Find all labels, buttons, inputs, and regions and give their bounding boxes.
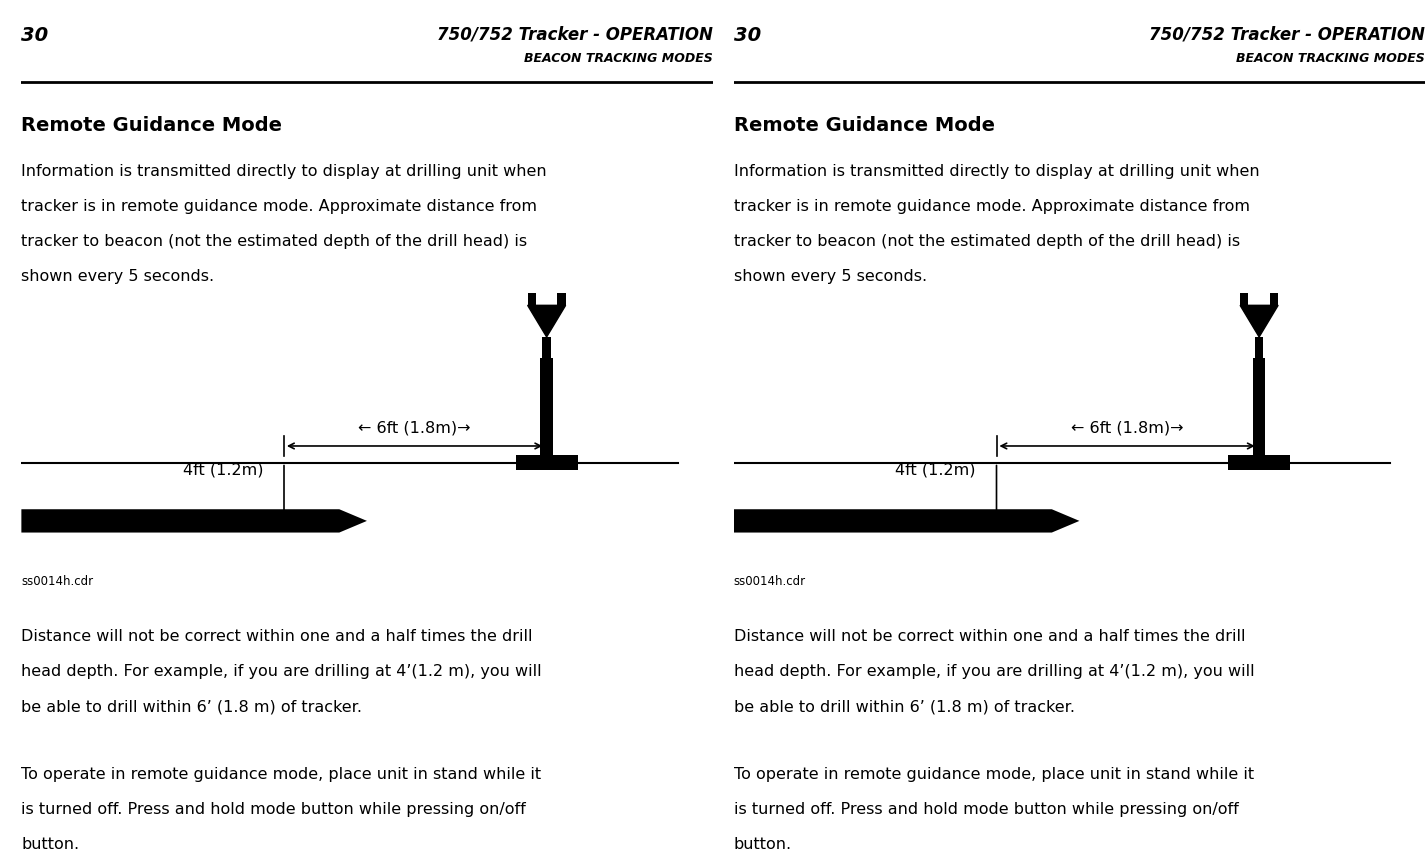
Bar <box>540 358 553 458</box>
Text: be able to drill within 6’ (1.8 m) of tracker.: be able to drill within 6’ (1.8 m) of tr… <box>734 699 1074 714</box>
Bar <box>557 293 566 305</box>
Text: 750/752 Tracker - OPERATION: 750/752 Tracker - OPERATION <box>1149 26 1425 43</box>
Text: 4ft (1.2m): 4ft (1.2m) <box>182 462 264 477</box>
Text: Distance will not be correct within one and a half times the drill: Distance will not be correct within one … <box>734 629 1245 644</box>
Text: tracker is in remote guidance mode. Approximate distance from: tracker is in remote guidance mode. Appr… <box>21 199 537 214</box>
Bar <box>1228 455 1290 470</box>
Text: tracker to beacon (not the estimated depth of the drill head) is: tracker to beacon (not the estimated dep… <box>21 234 527 249</box>
Bar <box>1270 293 1278 305</box>
Text: Remote Guidance Mode: Remote Guidance Mode <box>21 115 282 134</box>
Text: head depth. For example, if you are drilling at 4’(1.2 m), you will: head depth. For example, if you are dril… <box>21 664 542 679</box>
Text: shown every 5 seconds.: shown every 5 seconds. <box>21 269 215 284</box>
Text: shown every 5 seconds.: shown every 5 seconds. <box>734 269 928 284</box>
Text: ← 6ft (1.8m)→: ← 6ft (1.8m)→ <box>1070 420 1183 435</box>
Text: is turned off. Press and hold mode button while pressing on/off: is turned off. Press and hold mode butto… <box>21 802 526 818</box>
Text: head depth. For example, if you are drilling at 4’(1.2 m), you will: head depth. For example, if you are dril… <box>734 664 1254 679</box>
Text: is turned off. Press and hold mode button while pressing on/off: is turned off. Press and hold mode butto… <box>734 802 1238 818</box>
Polygon shape <box>21 509 368 532</box>
Text: 30: 30 <box>734 26 761 45</box>
Bar <box>527 293 536 305</box>
Text: Information is transmitted directly to display at drilling unit when: Information is transmitted directly to d… <box>21 164 547 179</box>
Bar <box>543 337 551 358</box>
Text: ss0014h.cdr: ss0014h.cdr <box>21 575 94 588</box>
Text: tracker to beacon (not the estimated depth of the drill head) is: tracker to beacon (not the estimated dep… <box>734 234 1240 249</box>
Text: be able to drill within 6’ (1.8 m) of tracker.: be able to drill within 6’ (1.8 m) of tr… <box>21 699 362 714</box>
Text: Distance will not be correct within one and a half times the drill: Distance will not be correct within one … <box>21 629 533 644</box>
Text: ss0014h.cdr: ss0014h.cdr <box>734 575 807 588</box>
Bar <box>1253 358 1265 458</box>
Text: BEACON TRACKING MODES: BEACON TRACKING MODES <box>524 52 712 65</box>
Text: 30: 30 <box>21 26 48 45</box>
Polygon shape <box>734 509 1080 532</box>
Text: To operate in remote guidance mode, place unit in stand while it: To operate in remote guidance mode, plac… <box>734 767 1254 782</box>
Bar <box>1240 293 1248 305</box>
Text: Information is transmitted directly to display at drilling unit when: Information is transmitted directly to d… <box>734 164 1260 179</box>
Bar <box>1255 337 1264 358</box>
Text: tracker is in remote guidance mode. Approximate distance from: tracker is in remote guidance mode. Appr… <box>734 199 1250 214</box>
Text: 4ft (1.2m): 4ft (1.2m) <box>895 462 976 477</box>
Bar <box>516 455 577 470</box>
Text: Remote Guidance Mode: Remote Guidance Mode <box>734 115 995 134</box>
Text: button.: button. <box>734 838 792 852</box>
Polygon shape <box>527 305 566 337</box>
Text: 750/752 Tracker - OPERATION: 750/752 Tracker - OPERATION <box>436 26 712 43</box>
Text: BEACON TRACKING MODES: BEACON TRACKING MODES <box>1237 52 1425 65</box>
Polygon shape <box>1240 305 1278 337</box>
Text: ← 6ft (1.8m)→: ← 6ft (1.8m)→ <box>358 420 470 435</box>
Text: To operate in remote guidance mode, place unit in stand while it: To operate in remote guidance mode, plac… <box>21 767 542 782</box>
Text: button.: button. <box>21 838 80 852</box>
